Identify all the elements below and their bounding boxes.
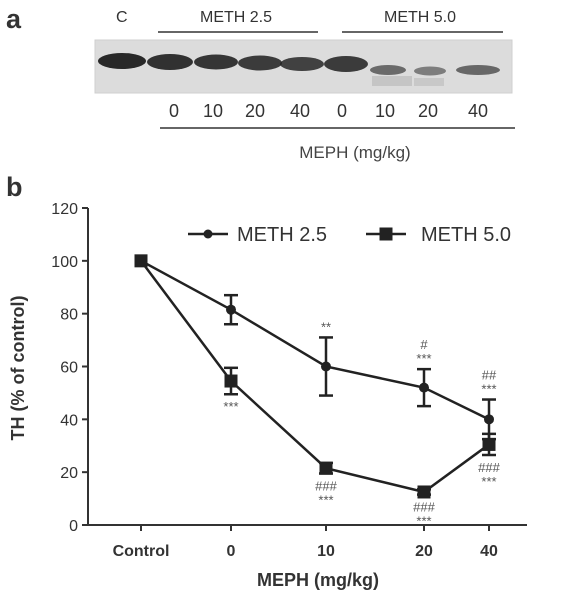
annotation-meth-5-0: *** xyxy=(481,474,496,489)
blot-band xyxy=(147,54,193,70)
blot-group-label-1: METH 2.5 xyxy=(200,9,272,26)
y-tick-label: 20 xyxy=(60,465,78,482)
x-tick-label: 40 xyxy=(480,543,498,560)
blot-dose-label: 10 xyxy=(375,101,395,121)
y-tick-label: 80 xyxy=(60,307,78,324)
data-point-meth-5-0 xyxy=(224,374,238,388)
y-axis-title: TH (% of control) xyxy=(8,296,28,441)
x-tick-label: Control xyxy=(113,543,170,560)
x-tick-label: 0 xyxy=(227,543,236,560)
panel-a: a C METH 2.5 METH 5.0 0 10 20 40 xyxy=(6,4,515,162)
blot-band xyxy=(194,54,238,70)
blot-band xyxy=(98,53,146,69)
blot-dose-label: 40 xyxy=(468,101,488,121)
legend: METH 2.5 METH 5.0 xyxy=(188,224,511,246)
data-point-meth-2-5 xyxy=(321,361,331,372)
legend-label-meth-5-0: METH 5.0 xyxy=(421,224,511,246)
panel-b: b TH (% of control) MEPH (mg/kg) 0 20 40 60… xyxy=(6,172,527,590)
panel-b-label: b xyxy=(6,172,23,202)
data-point-meth-2-5 xyxy=(226,304,236,315)
data-point-meth-2-5 xyxy=(484,414,494,425)
data-point-meth-2-5 xyxy=(419,382,429,393)
annotation-meth-2-5: *** xyxy=(481,382,496,397)
blot-dose-label: 40 xyxy=(290,101,310,121)
y-tick-label: 120 xyxy=(51,201,78,218)
data-point-meth-5-0 xyxy=(482,437,496,451)
blot-band xyxy=(456,65,500,75)
series-line-meth-5-0 xyxy=(139,260,490,494)
blot-band xyxy=(370,65,406,75)
blot-band xyxy=(280,57,324,71)
significance-annotations: **#***##******###*** ###***###*** xyxy=(223,319,500,528)
series-line-meth-2-5 xyxy=(140,259,490,421)
legend-marker-meth-2-5 xyxy=(203,229,213,239)
blot-control-label: C xyxy=(116,9,128,26)
data-point-meth-5-0 xyxy=(417,485,431,499)
annotation-meth-5-0: ### xyxy=(413,500,435,515)
blot-band xyxy=(324,56,368,72)
x-axis-title: MEPH (mg/kg) xyxy=(257,570,379,590)
blot-dose-label: 10 xyxy=(203,101,223,121)
annotation-meth-5-0: *** xyxy=(318,492,333,507)
series-lines xyxy=(139,259,490,494)
blot-bands xyxy=(98,53,500,76)
blot-dose-labels: 0 10 20 40 0 10 20 40 xyxy=(169,101,488,121)
blot-band xyxy=(238,55,282,71)
annotation-meth-2-5: # xyxy=(420,337,428,352)
x-tick-label: 10 xyxy=(317,543,335,560)
blot-dose-unit-label: MEPH (mg/kg) xyxy=(299,143,410,162)
data-point-meth-5-0 xyxy=(134,254,148,268)
annotation-meth-5-0: *** xyxy=(416,514,431,529)
annotation-meth-5-0: ### xyxy=(478,460,500,475)
axes: 0 20 40 60 80 100 120 Control 0 10 20 40 xyxy=(51,201,527,560)
annotation-meth-2-5: ** xyxy=(321,319,331,334)
y-tick-label: 40 xyxy=(60,412,78,429)
y-tick-label: 60 xyxy=(60,360,78,377)
y-tick-label: 100 xyxy=(51,254,78,271)
blot-group-label-2: METH 5.0 xyxy=(384,9,456,26)
annotation-meth-5-0: *** xyxy=(223,399,238,414)
x-tick-label: 20 xyxy=(415,543,433,560)
blot-dose-label: 20 xyxy=(245,101,265,121)
annotation-meth-5-0: ### xyxy=(315,478,337,493)
data-point-meth-5-0 xyxy=(319,461,333,475)
error-bars xyxy=(224,293,496,496)
blot-band xyxy=(414,66,446,76)
annotation-meth-2-5: ## xyxy=(482,368,497,383)
legend-label-meth-2-5: METH 2.5 xyxy=(237,224,327,246)
blot-dose-label: 0 xyxy=(169,101,179,121)
annotation-meth-2-5: *** xyxy=(416,351,431,366)
blot-dose-label: 0 xyxy=(337,101,347,121)
markers xyxy=(134,254,496,499)
legend-marker-meth-5-0 xyxy=(379,227,393,241)
panel-a-label: a xyxy=(6,4,22,34)
y-tick-label: 0 xyxy=(69,518,78,535)
blot-dose-label: 20 xyxy=(418,101,438,121)
